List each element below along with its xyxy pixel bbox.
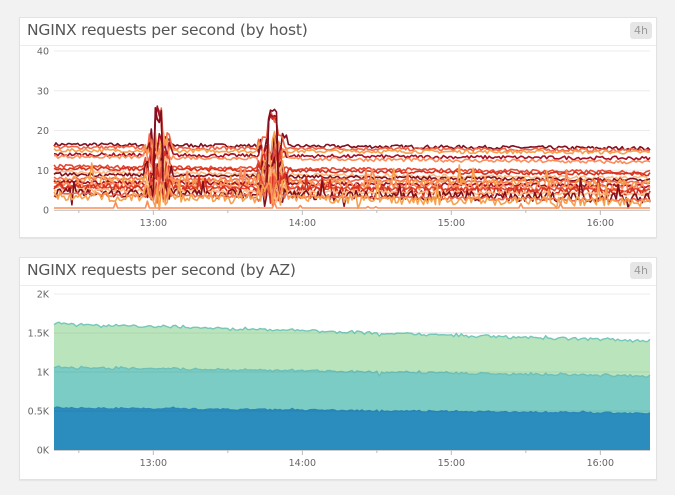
x-tick-label: 13:00 [140, 218, 167, 229]
panel-title: NGINX requests per second (by AZ) [27, 261, 296, 279]
y-tick-label: 0.5K [28, 407, 50, 418]
host-series-line [54, 200, 650, 209]
y-tick-label: 2K [37, 290, 50, 301]
x-tick-label: 14:00 [289, 218, 316, 229]
panel-header: NGINX requests per second (by AZ) 4h [20, 258, 656, 286]
panel-requests-by-az: NGINX requests per second (by AZ) 4h 0K 0… [19, 257, 657, 480]
panel-requests-by-host: NGINX requests per second (by host) 4h 0… [19, 17, 657, 238]
az-series-area [54, 407, 650, 450]
time-range-badge[interactable]: 4h [630, 22, 652, 39]
az-series-edge [53, 406, 651, 415]
az-series-edge [53, 321, 651, 343]
y-tick-label: 1.5K [28, 329, 50, 340]
x-tick-label: 13:00 [140, 458, 167, 469]
line-series-group [53, 105, 651, 211]
x-tick-label: 15:00 [438, 458, 465, 469]
panel-header: NGINX requests per second (by host) 4h [20, 18, 656, 46]
y-tick-label: 0 [43, 206, 49, 217]
stacked-area-chart-by-az[interactable]: 0K 0.5K 1K 1.5K 2K 13:00 14:00 15:00 16:00 [20, 286, 656, 478]
az-series-area [54, 322, 650, 378]
y-tick-label: 30 [37, 86, 49, 97]
y-tick-label: 20 [37, 126, 49, 137]
x-tick-label: 15:00 [438, 218, 465, 229]
x-tick-label: 14:00 [289, 458, 316, 469]
y-tick-label: 10 [37, 166, 49, 177]
az-series-edge [53, 365, 651, 378]
y-tick-label: 40 [37, 47, 49, 58]
host-series-line [53, 106, 651, 182]
az-series-area [54, 366, 650, 414]
x-tick-label: 16:00 [587, 218, 614, 229]
area-series-group [53, 321, 651, 450]
y-tick-label: 1K [37, 368, 50, 379]
x-tick-label: 16:00 [587, 458, 614, 469]
y-tick-label: 0K [37, 446, 50, 457]
host-series-line [53, 178, 651, 211]
host-series-line [53, 137, 651, 171]
time-range-badge[interactable]: 4h [630, 262, 652, 279]
panel-title: NGINX requests per second (by host) [27, 21, 308, 39]
line-chart-by-host[interactable]: 0 10 20 30 40 13:00 14:00 15:00 16:00 [20, 46, 656, 236]
